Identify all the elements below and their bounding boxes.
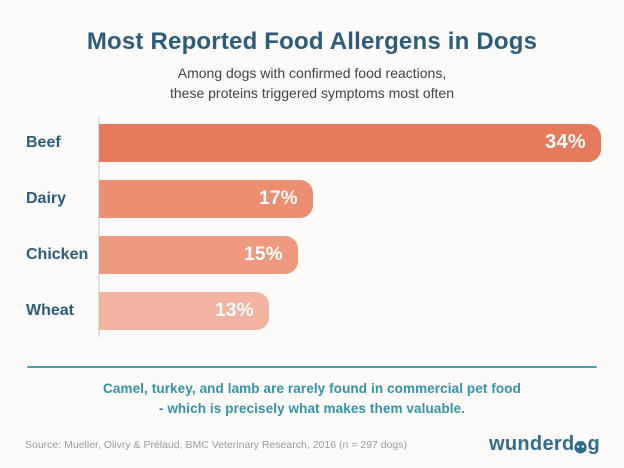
logo-text-prefix: wunderd [489, 433, 575, 455]
dog-head-icon [574, 440, 588, 453]
source-text: Source: Mueller, Olivry & Prélaud, BMC V… [25, 438, 407, 451]
value-label-chicken: 15% [244, 243, 283, 265]
page-title: Most Reported Food Allergens in Dogs [86, 28, 538, 55]
bar-row: Wheat 13% [0, 291, 624, 330]
category-label-wheat: Wheat [26, 301, 74, 319]
value-label-beef: 34% [545, 131, 586, 154]
bar-dairy: 17% [99, 179, 313, 218]
bar-chart: Beef 34% Dairy 17% Chicken 15% Wheat 13% [0, 116, 624, 337]
category-label-dairy: Dairy [26, 189, 67, 207]
bar-row: Chicken 15% [0, 235, 624, 274]
divider-line [27, 365, 597, 368]
value-label-dairy: 17% [259, 187, 298, 209]
chart-subtitle: Among dogs with confirmed food reactions… [0, 64, 624, 104]
footer: Source: Mueller, Olivry & Prélaud, BMC V… [25, 433, 600, 456]
note-text: Camel, turkey, and lamb are rarely found… [0, 379, 624, 420]
note-line-1: Camel, turkey, and lamb are rarely found… [103, 380, 521, 396]
logo-text-suffix: g [587, 433, 600, 455]
y-axis-line [98, 116, 100, 337]
value-label-wheat: 13% [215, 299, 254, 321]
bar-row: Beef 34% [0, 123, 624, 162]
bar-chicken: 15% [99, 235, 298, 274]
subtitle-line-2: these proteins triggered symptoms most o… [169, 84, 455, 101]
bar-row: Dairy 17% [0, 179, 624, 218]
category-label-chicken: Chicken [26, 245, 89, 263]
category-label-beef: Beef [26, 133, 61, 151]
bar-rows: Beef 34% Dairy 17% Chicken 15% Wheat 13% [0, 123, 624, 330]
bar-wheat: 13% [99, 291, 269, 330]
subtitle-line-1: Among dogs with confirmed food reactions… [177, 65, 447, 81]
note-line-2: - which is precisely what makes them val… [158, 401, 466, 416]
wunderdog-logo: wunderd g [489, 433, 600, 456]
bar-beef: 34% [99, 123, 601, 162]
